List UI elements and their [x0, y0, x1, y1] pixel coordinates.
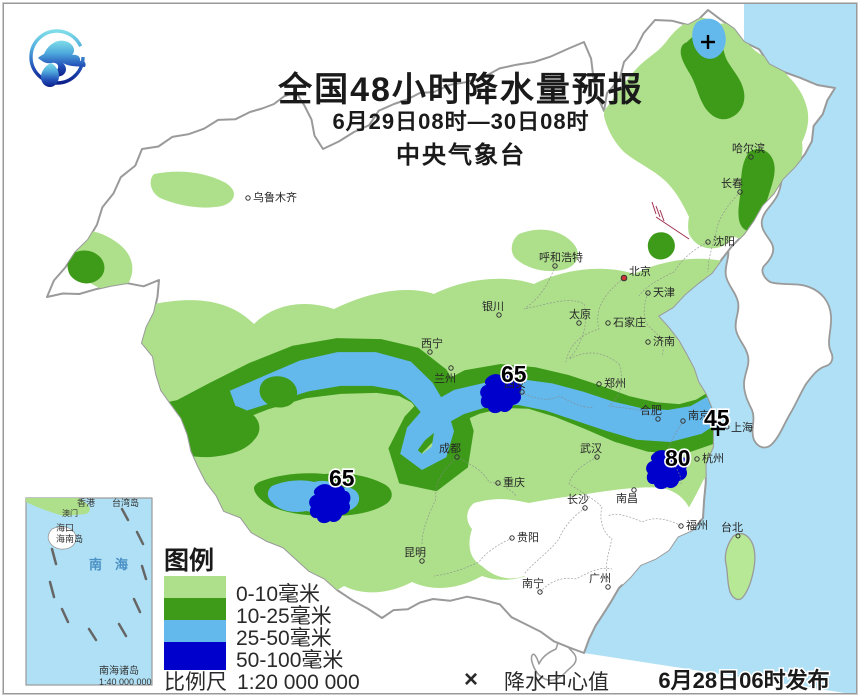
svg-text:呼和浩特: 呼和浩特: [539, 250, 583, 264]
svg-text:45: 45: [704, 405, 730, 431]
svg-text:福州: 福州: [686, 518, 708, 532]
svg-text:银川: 银川: [482, 299, 504, 313]
svg-text:天津: 天津: [653, 286, 675, 299]
svg-text:65: 65: [329, 465, 355, 491]
svg-text:西宁: 西宁: [421, 336, 443, 350]
svg-text:1:40 000 000: 1:40 000 000: [99, 677, 152, 687]
svg-text:南 海: 南 海: [89, 557, 128, 572]
svg-text:海南岛: 海南岛: [56, 533, 83, 544]
svg-text:贵阳: 贵阳: [517, 531, 539, 544]
svg-text:长春: 长春: [721, 177, 743, 190]
svg-text:80: 80: [665, 445, 691, 471]
svg-text:济南: 济南: [653, 334, 675, 348]
svg-text:郑州: 郑州: [604, 376, 626, 390]
svg-text:石家庄: 石家庄: [613, 315, 646, 329]
svg-text:北京: 北京: [629, 264, 651, 278]
svg-text:乌鲁木齐: 乌鲁木齐: [253, 190, 297, 204]
svg-text:台湾岛: 台湾岛: [112, 497, 139, 508]
svg-text:香港: 香港: [77, 497, 95, 508]
svg-text:海口: 海口: [56, 522, 74, 533]
svg-text:重庆: 重庆: [503, 475, 525, 489]
svg-text:南宁: 南宁: [522, 576, 544, 590]
svg-text:昆明: 昆明: [404, 546, 426, 559]
svg-text:澳门: 澳门: [62, 508, 78, 518]
svg-text:65: 65: [501, 361, 527, 387]
svg-text:武汉: 武汉: [580, 442, 602, 455]
svg-text:沈阳: 沈阳: [713, 234, 735, 248]
svg-text:太原: 太原: [569, 308, 591, 321]
svg-text:长沙: 长沙: [567, 493, 589, 506]
svg-text:南昌: 南昌: [616, 492, 638, 505]
svg-text:兰州: 兰州: [434, 372, 456, 385]
svg-text:合肥: 合肥: [640, 403, 662, 417]
svg-text:6月28日06时发布: 6月28日06时发布: [658, 668, 829, 693]
svg-text:杭州: 杭州: [702, 451, 724, 465]
svg-text:南海诸岛: 南海诸岛: [99, 664, 139, 677]
svg-text:广州: 广州: [589, 572, 611, 585]
svg-text:上海: 上海: [731, 420, 753, 434]
svg-text:台北: 台北: [721, 520, 743, 534]
svg-text:成都: 成都: [439, 442, 461, 455]
